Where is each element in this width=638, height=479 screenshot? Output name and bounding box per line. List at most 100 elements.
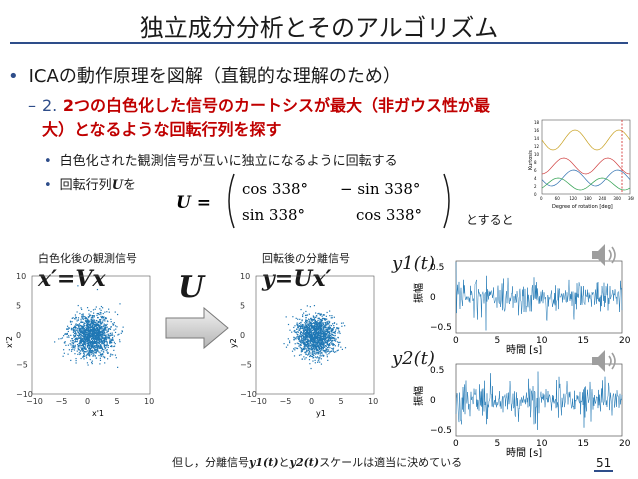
scatter-point	[101, 330, 103, 332]
scatter-point	[310, 336, 312, 338]
matrix-right-bracket	[443, 173, 450, 229]
sub-bullet-dash: –	[28, 96, 36, 115]
scatter-point	[344, 325, 346, 327]
scatter-point	[87, 327, 89, 329]
scatter-point	[98, 320, 100, 323]
scatter-point	[93, 333, 96, 335]
scatter-point	[304, 337, 306, 340]
scatter-point	[322, 341, 324, 343]
scatter-point	[67, 330, 69, 333]
scatter-point	[327, 346, 329, 349]
scatter-point	[78, 329, 80, 331]
scatter-point	[316, 343, 318, 345]
scatter-point	[325, 342, 327, 344]
scatter-point	[325, 349, 328, 351]
scatter-point	[92, 343, 95, 345]
scatter-point	[85, 339, 87, 341]
scatter-point	[319, 350, 322, 352]
scatter-point	[69, 321, 72, 323]
scatter-point	[86, 332, 88, 334]
scatter-point	[305, 331, 308, 333]
scatter-point	[335, 338, 337, 340]
scatter-point	[75, 334, 77, 336]
scatter-point	[81, 317, 83, 319]
scatter-point	[82, 335, 84, 338]
scatter-point	[315, 332, 318, 334]
scatter-point	[107, 333, 109, 335]
scatter-point	[331, 333, 333, 335]
scatter-point	[95, 357, 98, 359]
scatter-point	[81, 348, 83, 350]
scatter-point	[85, 341, 87, 343]
scatter-point	[316, 323, 319, 326]
scatter-point	[304, 329, 306, 331]
scatter-point	[337, 328, 340, 330]
scatter-point	[308, 328, 310, 330]
scatter-point	[296, 347, 298, 349]
scatter-point	[320, 338, 322, 340]
scatter-point	[344, 347, 347, 349]
scatter-point	[79, 328, 81, 330]
scatter-point	[106, 334, 108, 336]
scatter-point	[90, 327, 92, 329]
scatter-point	[99, 327, 101, 329]
scatter-point	[328, 343, 330, 345]
scatter-point	[98, 313, 100, 316]
scatter-point	[101, 321, 103, 323]
scatter-point	[327, 328, 329, 330]
scatter-point	[112, 338, 114, 340]
scatter-point	[75, 337, 77, 339]
scatter-point	[318, 321, 320, 324]
scatter-point	[72, 328, 74, 330]
scatter-point	[95, 323, 97, 325]
scatter-point	[305, 314, 307, 316]
scatter-point	[98, 343, 101, 345]
scatter-point	[330, 328, 332, 330]
scatter-point	[72, 344, 74, 346]
speaker-icon[interactable]	[590, 346, 620, 376]
scatter-point	[74, 335, 77, 337]
scatter-point	[80, 327, 82, 329]
scatter-point	[320, 324, 322, 326]
kurtosis-ylabel: Kurtosis	[528, 150, 534, 170]
scatter-point	[327, 336, 329, 338]
scatter-point	[325, 318, 327, 320]
scatter-point	[305, 317, 307, 319]
scatter-point	[91, 330, 93, 332]
scatter-point	[79, 341, 82, 343]
scatter-point	[99, 347, 102, 349]
scatter-point	[99, 337, 101, 339]
scatter-point	[101, 346, 103, 348]
scatter-point	[300, 349, 302, 351]
scatter-point	[317, 333, 319, 335]
scatter-point	[76, 320, 78, 322]
scatter-point	[338, 330, 340, 332]
scatter-point	[100, 323, 102, 325]
scatter-point	[321, 327, 323, 329]
scatter-point	[118, 333, 120, 335]
scatter-point	[318, 359, 320, 361]
scatter-point	[79, 324, 81, 326]
speaker-icon[interactable]	[590, 240, 620, 270]
scatter-point	[319, 314, 321, 316]
scatter-point	[325, 325, 327, 327]
scatter-point	[80, 331, 83, 333]
x-tick-label: 0	[309, 397, 314, 406]
scatter-point	[291, 350, 294, 352]
scatter-point	[315, 335, 317, 337]
scatter-point	[338, 327, 340, 329]
y-tick-label: −5	[16, 361, 28, 370]
scatter-point	[312, 338, 314, 341]
scatter-point	[68, 349, 70, 351]
scatter-point	[88, 354, 90, 356]
scatter-point	[313, 325, 316, 327]
scatter-point	[82, 315, 84, 317]
scatter-point	[80, 318, 82, 320]
scatter-point	[85, 320, 87, 322]
scatter-point	[303, 330, 306, 332]
plot-frame	[255, 275, 375, 395]
scatter-point	[328, 336, 330, 338]
scatter-point	[307, 341, 309, 343]
scatter-point	[322, 354, 324, 356]
scatter-point	[312, 328, 315, 331]
